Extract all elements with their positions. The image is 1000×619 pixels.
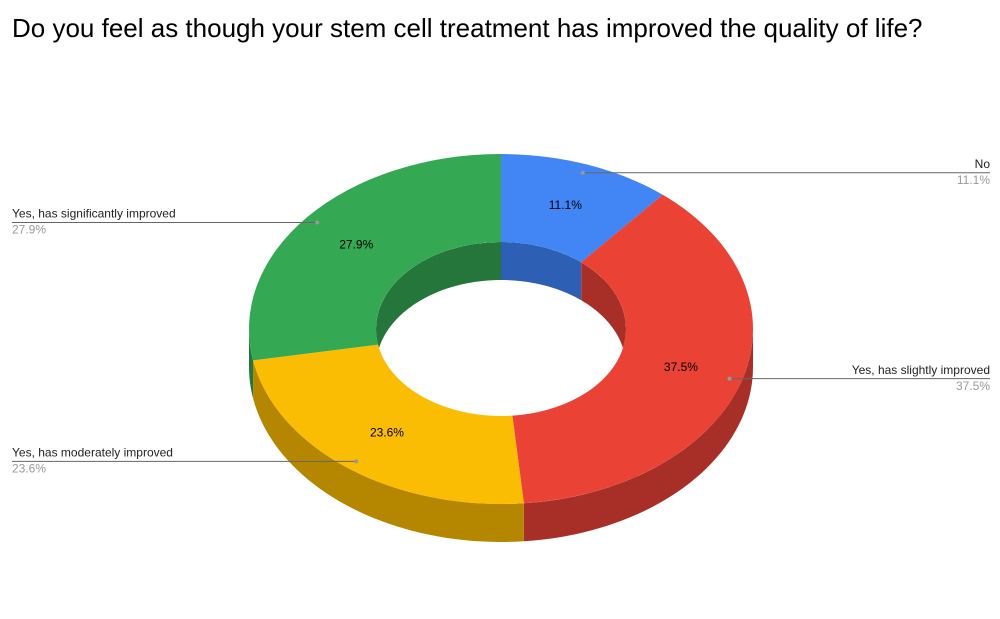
slice-value-label: 27.9% bbox=[339, 237, 373, 251]
inner-wall bbox=[501, 242, 582, 301]
callout-value: 27.9% bbox=[12, 223, 46, 237]
callout-name: Yes, has slightly improved bbox=[852, 363, 990, 377]
callout-name: Yes, has significantly improved bbox=[12, 207, 176, 221]
callout-dot bbox=[354, 459, 359, 464]
slice bbox=[248, 154, 501, 361]
inner-wall bbox=[581, 262, 626, 367]
chart-title: Do you feel as though your stem cell tre… bbox=[12, 13, 923, 43]
callout-dot bbox=[727, 376, 732, 381]
callout-name: Yes, has moderately improved bbox=[12, 446, 173, 460]
callout-value: 23.6% bbox=[12, 462, 46, 476]
callout-name: No bbox=[975, 157, 991, 171]
callout-value: 37.5% bbox=[956, 379, 990, 393]
callout-value: 11.1% bbox=[957, 173, 990, 187]
callout-dot bbox=[580, 170, 585, 175]
slice-value-label: 37.5% bbox=[664, 360, 698, 374]
slice-side bbox=[249, 329, 254, 399]
inner-wall bbox=[376, 242, 501, 367]
slice-side bbox=[523, 329, 753, 542]
slice-value-label: 11.1% bbox=[549, 198, 582, 212]
inner-walls bbox=[376, 242, 626, 367]
slice bbox=[512, 194, 754, 504]
slice-side bbox=[253, 360, 524, 542]
slice bbox=[253, 344, 524, 504]
slice-value-label: 23.6% bbox=[370, 425, 404, 439]
slice bbox=[501, 154, 663, 263]
callout-dot bbox=[315, 220, 320, 225]
